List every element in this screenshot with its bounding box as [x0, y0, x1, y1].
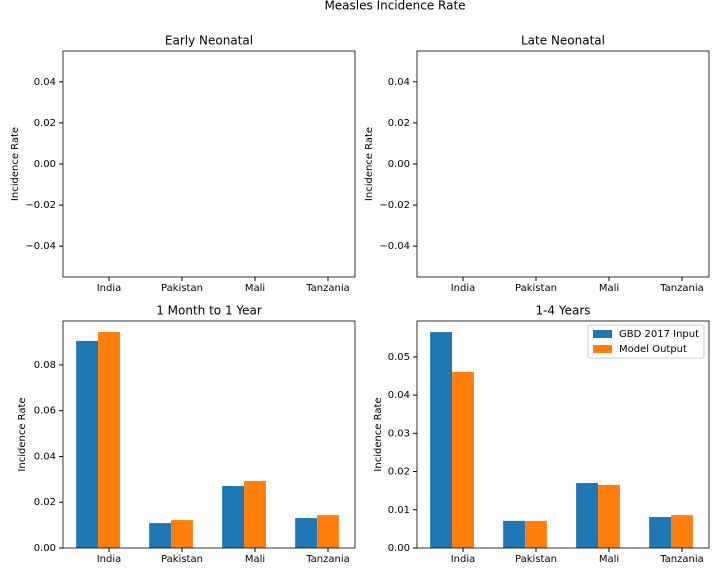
bar: [98, 331, 120, 548]
y-tick-label: 0.04: [34, 77, 56, 88]
x-tick-label: Tanzania: [659, 283, 704, 294]
y-tick-label: 0.02: [34, 497, 56, 508]
y-tick-label: 0.04: [34, 451, 56, 462]
panel-title: 1-4 Years: [535, 304, 590, 318]
y-tick-label: 0.00: [388, 159, 410, 170]
y-tick-label: 0.04: [388, 390, 410, 401]
bar: [598, 484, 620, 548]
bar: [649, 517, 672, 548]
bar: [76, 340, 99, 548]
bar: [295, 518, 318, 548]
y-axis-label: Incidence Rate: [364, 127, 375, 201]
y-tick-label: 0.02: [388, 118, 410, 129]
y-tick-label: 0.02: [388, 467, 410, 478]
axes-frame: [62, 50, 356, 278]
bar: [317, 515, 339, 548]
axes-frame: [62, 320, 356, 549]
figure-title: Measles Incidence Rate: [324, 0, 465, 13]
bar: [503, 520, 526, 548]
y-tick-label: −0.02: [25, 200, 56, 211]
bar: [430, 332, 453, 548]
axes-frame: [416, 320, 710, 549]
y-tick-label: 0.04: [388, 77, 410, 88]
y-axis-label: Incidence Rate: [17, 397, 28, 471]
y-tick-label: 0.02: [34, 118, 56, 129]
x-tick-label: Tanzania: [305, 554, 350, 565]
panel-title: Early Neonatal: [165, 34, 253, 48]
bar: [222, 485, 245, 548]
y-tick-label: 0.08: [34, 360, 56, 371]
x-tick-label: India: [97, 554, 122, 565]
x-tick-label: Mali: [245, 283, 265, 294]
x-tick-label: Pakistan: [161, 283, 203, 294]
x-tick-label: Mali: [599, 554, 619, 565]
bar: [149, 523, 172, 548]
legend-swatch: [593, 345, 612, 353]
legend-label: GBD 2017 Input: [619, 329, 699, 340]
x-tick-label: India: [451, 554, 476, 565]
x-tick-label: Tanzania: [659, 554, 704, 565]
panel-title: 1 Month to 1 Year: [156, 304, 262, 318]
bar: [452, 371, 474, 548]
bar: [576, 483, 599, 548]
y-tick-label: −0.04: [379, 241, 410, 252]
y-axis-label: Incidence Rate: [10, 127, 21, 201]
y-tick-label: 0.06: [34, 406, 56, 417]
y-tick-label: −0.04: [25, 241, 56, 252]
y-tick-label: 0.03: [388, 428, 410, 439]
y-tick-label: 0.05: [388, 352, 410, 363]
legend-box: [587, 324, 705, 359]
bar: [671, 515, 693, 548]
x-tick-label: Mali: [245, 554, 265, 565]
axes-frame: [416, 50, 710, 278]
panel-title: Late Neonatal: [521, 34, 605, 48]
legend-swatch: [593, 330, 612, 338]
x-tick-label: Mali: [599, 283, 619, 294]
x-tick-label: Pakistan: [515, 283, 557, 294]
x-tick-label: Pakistan: [515, 554, 557, 565]
y-tick-label: 0.01: [388, 505, 410, 516]
bar: [244, 480, 266, 548]
y-axis-label: Incidence Rate: [373, 397, 384, 471]
x-tick-label: India: [451, 283, 476, 294]
x-tick-label: India: [97, 283, 122, 294]
bar: [171, 520, 193, 548]
legend-label: Model Output: [619, 344, 687, 355]
x-tick-label: Pakistan: [161, 554, 203, 565]
bar: [525, 520, 547, 548]
y-tick-label: 0.00: [34, 543, 56, 554]
y-tick-label: 0.00: [388, 543, 410, 554]
y-tick-label: −0.02: [379, 200, 410, 211]
x-tick-label: Tanzania: [305, 283, 350, 294]
y-tick-label: 0.00: [34, 159, 56, 170]
